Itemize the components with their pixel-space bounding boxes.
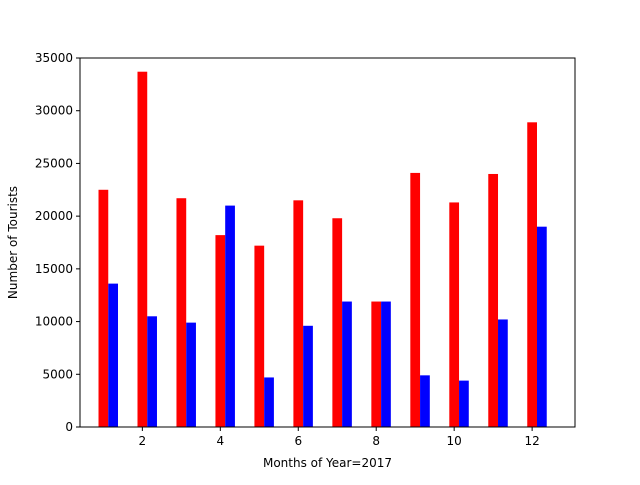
x-tick-label: 8 <box>372 434 380 448</box>
ticks-group: 2 4 6 8 10 12 0 5000 10000 15000 20000 25000 30000 35… <box>35 51 540 448</box>
bar-series-2-month-11 <box>498 319 508 427</box>
bar-series-2-month-3 <box>186 322 196 427</box>
bar-series-2-month-12 <box>536 226 547 427</box>
x-axis-label: Months of Year=2017 <box>263 456 392 470</box>
x-tick-label: 2 <box>139 434 147 448</box>
bar-series-1-month-9 <box>410 172 421 427</box>
bar-series-1-month-11 <box>488 173 499 427</box>
y-tick-label: 30000 <box>35 104 73 118</box>
bar-series-1-month-2 <box>137 71 148 427</box>
x-tick-label: 6 <box>294 434 302 448</box>
y-tick-label: 10000 <box>35 315 73 329</box>
bar-series-2-month-9 <box>420 375 430 427</box>
y-tick-label: 5000 <box>42 367 73 381</box>
bar-series-1-month-12 <box>527 122 537 427</box>
bar-series-1-month-10 <box>449 202 460 427</box>
x-tick-label: 10 <box>447 434 462 448</box>
y-tick-label: 0 <box>65 420 73 434</box>
bar-series-2-month-8 <box>381 301 391 427</box>
bar-series-2-month-5 <box>264 377 274 427</box>
bar-series-1-month-4 <box>215 235 226 427</box>
bar-series-1-month-6 <box>293 200 304 427</box>
x-tick-label: 12 <box>524 434 539 448</box>
y-tick-label: 35000 <box>35 51 73 65</box>
bar-series-2-month-1 <box>108 283 119 427</box>
bar-series-1-month-3 <box>176 198 187 427</box>
bars-group <box>98 71 547 427</box>
y-axis-label: Number of Tourists <box>6 186 20 299</box>
bar-series-2-month-6 <box>303 325 313 427</box>
y-tick-label: 15000 <box>35 262 73 276</box>
bar-series-2-month-2 <box>147 316 157 427</box>
bar-series-1-month-7 <box>332 218 343 427</box>
bar-series-2-month-10 <box>459 380 469 427</box>
bar-series-2-month-7 <box>342 301 352 427</box>
plot-frame <box>79 57 576 428</box>
bar-series-1-month-5 <box>254 245 265 427</box>
bar-series-1-month-8 <box>371 301 382 427</box>
bar-series-1-month-1 <box>98 189 109 427</box>
x-tick-label: 4 <box>216 434 224 448</box>
y-tick-label: 20000 <box>35 209 73 223</box>
y-tick-label: 25000 <box>35 156 73 170</box>
bar-series-2-month-4 <box>225 205 235 427</box>
